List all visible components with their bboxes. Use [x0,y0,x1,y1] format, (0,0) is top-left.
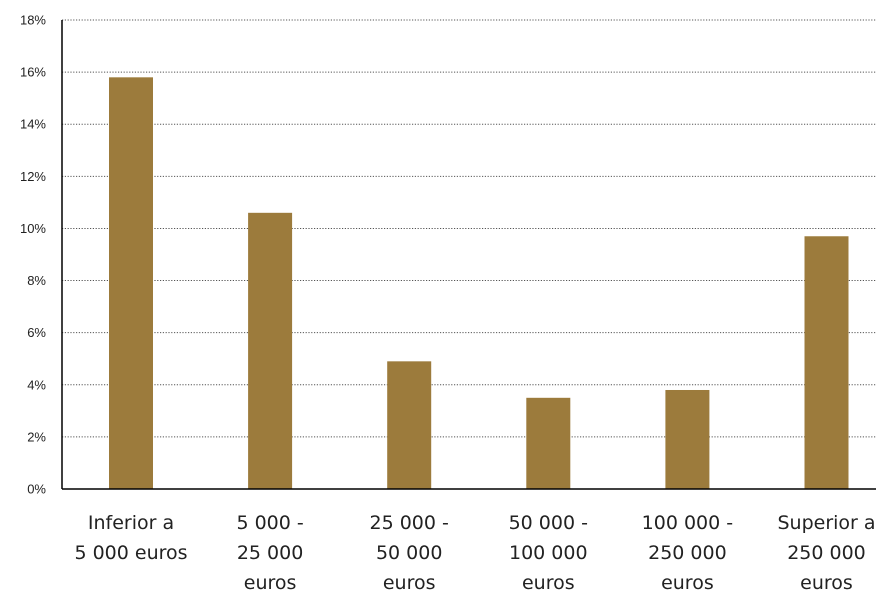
y-tick-label: 0% [27,482,46,497]
x-category-label: 250 000 [787,542,866,564]
x-category-label: 5 000 - [236,512,303,534]
bar [248,212,293,490]
y-tick-label: 16% [20,65,46,80]
y-tick-label: 8% [27,273,46,288]
gridlines [62,19,876,438]
y-tick-label: 4% [27,377,46,392]
x-category-label: euros [522,572,575,594]
y-tick-label: 2% [27,429,46,444]
x-category-label: Superior a [777,512,875,534]
bar [109,77,153,490]
bar [804,236,849,489]
bar [387,361,432,489]
y-tick-label: 12% [20,169,46,184]
x-category-label: 25 000 - [370,512,449,534]
bars [109,77,849,490]
bar [665,389,710,489]
y-tick-label: 14% [20,117,46,132]
x-category-label: euros [383,572,436,594]
x-category-label: 5 000 euros [74,542,187,564]
bar [526,397,571,489]
x-category-label: 250 000 [648,542,727,564]
x-category-label: euros [244,572,297,594]
y-tick-label: 6% [27,325,46,340]
x-category-label: euros [800,572,853,594]
y-tick-label: 10% [20,221,46,236]
x-category-label: 100 000 [509,542,588,564]
x-category-label: euros [661,572,714,594]
y-axis-tick-labels: 0% 2% 4% 6% 8% 10% 12% 14% 16% 18% [20,13,46,497]
x-category-label: 50 000 - [509,512,588,534]
y-tick-label: 18% [20,13,46,28]
x-axis-category-labels: Inferior a 5 000 euros 5 000 - 25 000 euros 2… [74,512,875,594]
x-category-label: 100 000 - [642,512,733,534]
x-category-label: Inferior a [88,512,174,534]
x-category-label: 50 000 [376,542,442,564]
x-category-label: 25 000 [237,542,303,564]
